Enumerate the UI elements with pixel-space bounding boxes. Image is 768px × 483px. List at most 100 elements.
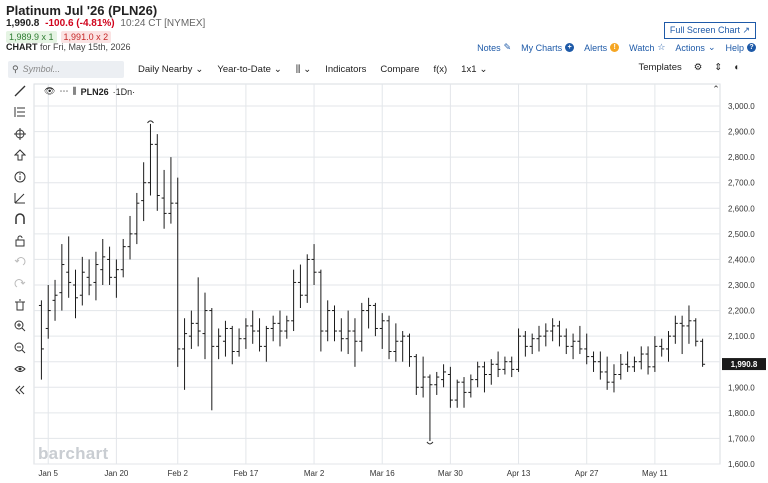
chevron-down-icon: ⌄ bbox=[273, 63, 282, 75]
y-axis-labels: 1,600.01,700.01,800.01,900.02,000.02,100… bbox=[728, 102, 755, 469]
ohlc-bar bbox=[386, 315, 392, 360]
indicators-button[interactable]: Indicators bbox=[325, 63, 367, 75]
ohlc-bar bbox=[72, 269, 78, 319]
ohlc-bar bbox=[332, 305, 338, 342]
redo-icon[interactable] bbox=[13, 277, 27, 291]
x-tick-label: May 11 bbox=[642, 469, 668, 478]
chevron-down-icon: ⌄ bbox=[479, 63, 488, 75]
ohlc-bar bbox=[638, 346, 644, 370]
ohlc-bar bbox=[318, 269, 324, 352]
series-legend[interactable]: 👁 ⋯ ⫼ PLN26 ·1Dn· bbox=[44, 86, 135, 97]
chart-toolbar: ⚲ Symbol... Daily Nearby ⌄ Year-to-Date ⌄ … bbox=[8, 60, 756, 78]
theme-icon[interactable]: ◐ bbox=[734, 62, 740, 73]
watch-label: Watch bbox=[629, 42, 655, 53]
actions-link[interactable]: Actions ⌄ bbox=[675, 42, 715, 53]
grid-lines bbox=[33, 83, 721, 465]
magnet-icon[interactable] bbox=[13, 212, 27, 226]
ohlc-bar bbox=[263, 325, 269, 362]
zoom-out-icon[interactable] bbox=[13, 341, 27, 355]
star-icon: ☆ bbox=[657, 42, 666, 52]
eye-icon[interactable] bbox=[13, 362, 27, 376]
interval-dropdown[interactable]: 1x1 ⌄ bbox=[461, 64, 487, 75]
ohlc-bar bbox=[420, 356, 426, 398]
crosshair-icon[interactable] bbox=[13, 127, 27, 141]
ohlc-bar bbox=[175, 177, 181, 367]
chevron-down-icon: ⌄ bbox=[195, 63, 204, 75]
undo-icon[interactable] bbox=[13, 255, 27, 269]
ohlc-bar bbox=[311, 244, 317, 285]
x-tick-label: Feb 17 bbox=[233, 469, 258, 478]
gear-icon[interactable]: ⚙ bbox=[693, 62, 703, 73]
y-tick-label: 2,500.0 bbox=[728, 230, 755, 239]
ohlc-bar bbox=[536, 325, 542, 352]
draw-line-icon[interactable] bbox=[13, 84, 27, 98]
ohlc-bar bbox=[154, 134, 160, 211]
info-icon[interactable] bbox=[13, 170, 27, 184]
ohlc-bar bbox=[597, 351, 603, 380]
legend-symbol: PLN26 bbox=[80, 86, 109, 97]
y-tick-label: 2,200.0 bbox=[728, 307, 755, 316]
x-tick-label: Mar 2 bbox=[304, 469, 325, 478]
symbol-search-input[interactable]: ⚲ Symbol... bbox=[8, 60, 124, 78]
ask-badge: 1,991.0 x 2 bbox=[60, 31, 112, 43]
full-screen-chart-button[interactable]: Full Screen Chart ↗ bbox=[663, 22, 756, 39]
notes-link[interactable]: Notes ✎ bbox=[477, 42, 511, 53]
ohlc-bar bbox=[93, 251, 99, 301]
y-tick-label: 2,600.0 bbox=[728, 204, 755, 213]
period-label: Daily Nearby bbox=[138, 63, 193, 75]
ohlc-bar bbox=[495, 351, 501, 378]
help-icon: ? bbox=[747, 43, 756, 52]
alerts-link[interactable]: Alerts! bbox=[584, 42, 620, 53]
compare-button[interactable]: Compare bbox=[380, 63, 420, 75]
zoom-in-icon[interactable] bbox=[13, 319, 27, 333]
ohlc-bar bbox=[556, 320, 562, 347]
last-price: 1,990.8 bbox=[6, 18, 40, 29]
templates-button[interactable]: Templates bbox=[638, 62, 682, 73]
more-icon[interactable]: ⋯ bbox=[59, 86, 69, 96]
help-link[interactable]: Help? bbox=[725, 42, 756, 53]
ohlc-bar bbox=[618, 354, 624, 380]
ohlc-bar bbox=[291, 269, 297, 332]
ohlc-bar bbox=[188, 310, 194, 349]
ohlc-bar bbox=[345, 310, 351, 355]
ohlc-bar bbox=[468, 374, 474, 398]
ohlc-bar bbox=[522, 331, 528, 357]
ohlc-bar bbox=[672, 315, 678, 344]
expand-icon[interactable]: ⇕ bbox=[714, 62, 723, 73]
range-dropdown[interactable]: Year-to-Date ⌄ bbox=[217, 64, 281, 75]
edit-icon: ✎ bbox=[503, 42, 512, 52]
ohlc-bar bbox=[693, 318, 699, 347]
fib-icon[interactable] bbox=[13, 105, 27, 119]
fx-button[interactable]: f(x) bbox=[433, 63, 448, 75]
bid-badge: 1,989.9 x 1 bbox=[6, 31, 57, 43]
ohlc-bar bbox=[659, 338, 665, 357]
chevron-up-icon[interactable]: ⌃ bbox=[712, 84, 720, 94]
ohlc-bar bbox=[461, 377, 467, 408]
ohlc-bar bbox=[604, 356, 610, 390]
x-tick-label: Jan 5 bbox=[38, 469, 58, 478]
ohlc-bar bbox=[182, 318, 188, 390]
arrow-up-icon[interactable] bbox=[13, 148, 27, 162]
period-dropdown[interactable]: Daily Nearby ⌄ bbox=[138, 64, 203, 75]
ohlc-bar bbox=[570, 333, 576, 360]
my-charts-link[interactable]: My Charts + bbox=[521, 42, 575, 53]
measure-icon[interactable] bbox=[13, 191, 27, 205]
notes-label: Notes bbox=[477, 42, 501, 53]
ohlc-bar bbox=[529, 333, 535, 355]
ohlc-bar bbox=[338, 318, 344, 352]
y-tick-label: 3,000.0 bbox=[728, 102, 755, 111]
trash-icon[interactable] bbox=[13, 298, 27, 312]
collapse-icon[interactable] bbox=[13, 383, 27, 397]
ohlc-bar bbox=[134, 192, 140, 245]
ohlc-bar bbox=[168, 157, 174, 224]
watch-link[interactable]: Watch ☆ bbox=[629, 42, 665, 53]
range-label: Year-to-Date bbox=[217, 63, 271, 75]
my-charts-label: My Charts bbox=[521, 42, 563, 53]
eye-icon[interactable]: 👁 bbox=[44, 86, 56, 96]
low-marker bbox=[426, 441, 434, 445]
lock-icon[interactable] bbox=[13, 234, 27, 248]
ohlc-bar bbox=[611, 364, 617, 393]
y-tick-label: 1,900.0 bbox=[728, 383, 755, 392]
chart-type-dropdown[interactable]: ⫼ ⌄ bbox=[296, 64, 311, 75]
